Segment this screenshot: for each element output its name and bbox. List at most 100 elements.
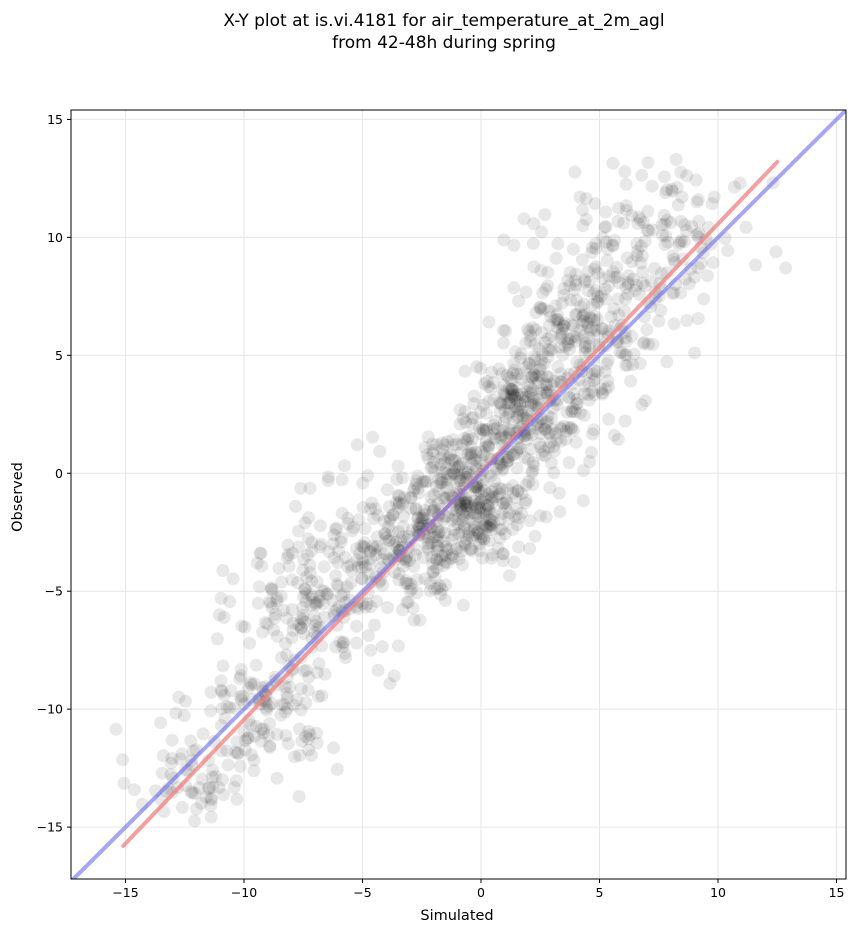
data-point-944 xyxy=(533,362,547,376)
data-point-353 xyxy=(364,600,378,614)
data-point-4 xyxy=(204,798,218,812)
x-tick-label-5: 10 xyxy=(710,885,726,900)
data-point-1198 xyxy=(538,208,552,222)
data-point-839 xyxy=(447,528,461,542)
data-point-223 xyxy=(329,640,343,654)
data-point-1313 xyxy=(562,338,575,352)
data-point-141 xyxy=(196,727,210,741)
data-point-183 xyxy=(265,583,279,597)
data-point-1281 xyxy=(618,348,632,362)
data-point-1174 xyxy=(589,372,602,386)
data-point-43 xyxy=(230,792,244,806)
data-point-1286 xyxy=(587,262,601,276)
data-point-937 xyxy=(494,396,508,410)
data-point-1460 xyxy=(586,298,600,312)
data-point-1256 xyxy=(587,373,601,387)
data-point-1321 xyxy=(540,378,554,392)
data-point-757 xyxy=(460,502,474,516)
data-point-943 xyxy=(536,347,550,361)
data-point-1027 xyxy=(523,357,536,371)
data-point-1055 xyxy=(586,427,600,441)
plot-frame xyxy=(70,109,847,880)
data-point-938 xyxy=(511,402,525,416)
data-point-385 xyxy=(430,561,444,575)
data-point-707 xyxy=(415,511,429,525)
data-point-643 xyxy=(497,496,511,510)
data-point-640 xyxy=(467,453,481,467)
data-point-1371 xyxy=(566,319,580,333)
data-point-812 xyxy=(473,456,487,470)
data-point-726 xyxy=(506,479,520,493)
data-point-1364 xyxy=(590,294,604,308)
data-point-1334 xyxy=(591,266,605,280)
data-point-1489 xyxy=(617,216,631,230)
data-point-740 xyxy=(501,482,515,496)
data-point-872 xyxy=(570,397,584,411)
data-point-747 xyxy=(482,519,496,533)
data-point-793 xyxy=(473,501,487,515)
data-point-788 xyxy=(447,465,461,479)
data-point-708 xyxy=(438,438,452,452)
data-point-187 xyxy=(336,640,350,654)
data-point-165 xyxy=(247,764,261,778)
data-point-683 xyxy=(452,527,466,541)
data-point-36 xyxy=(109,722,123,736)
data-point-762 xyxy=(495,522,509,536)
data-point-9 xyxy=(208,770,222,783)
data-point-743 xyxy=(430,438,444,452)
data-point-1197 xyxy=(626,358,640,372)
data-point-738 xyxy=(404,502,418,516)
data-point-288 xyxy=(217,611,231,624)
data-point-985 xyxy=(507,357,521,370)
data-point-906 xyxy=(461,432,475,446)
data-point-177 xyxy=(238,743,252,757)
data-point-1075 xyxy=(539,510,553,524)
data-point-98 xyxy=(330,762,344,776)
data-point-1332 xyxy=(564,318,578,331)
data-point-1375 xyxy=(581,387,595,401)
data-point-132 xyxy=(230,735,244,749)
data-point-716 xyxy=(425,460,439,474)
data-point-620 xyxy=(474,445,488,459)
data-point-902 xyxy=(545,411,559,425)
data-point-1025 xyxy=(485,365,498,379)
data-point-1426 xyxy=(619,177,633,191)
data-point-678 xyxy=(479,503,493,516)
data-point-794 xyxy=(474,506,488,520)
data-point-168 xyxy=(154,716,168,730)
data-point-447 xyxy=(381,520,395,534)
data-point-1309 xyxy=(612,276,626,290)
data-point-1017 xyxy=(497,387,511,401)
data-point-1235 xyxy=(557,282,571,296)
data-point-188 xyxy=(268,611,281,625)
data-point-1359 xyxy=(599,235,613,249)
data-point-541 xyxy=(493,487,507,501)
data-point-507 xyxy=(415,513,429,527)
data-point-899 xyxy=(519,478,533,492)
data-point-1484 xyxy=(608,233,621,247)
data-point-274 xyxy=(254,547,268,560)
data-point-1253 xyxy=(638,234,652,248)
data-point-459 xyxy=(454,545,468,558)
data-point-1081 xyxy=(453,403,467,417)
data-point-911 xyxy=(480,423,494,437)
data-point-630 xyxy=(464,457,478,471)
data-point-1207 xyxy=(588,364,602,378)
data-point-1067 xyxy=(495,464,509,477)
data-point-1335 xyxy=(568,165,582,179)
data-point-957 xyxy=(513,397,527,411)
data-point-364 xyxy=(413,613,427,627)
data-point-932 xyxy=(533,437,546,451)
data-point-302 xyxy=(304,598,318,612)
data-point-1352 xyxy=(558,316,572,330)
data-point-712 xyxy=(435,549,449,563)
data-point-773 xyxy=(464,500,478,514)
data-point-813 xyxy=(422,530,435,544)
data-point-131 xyxy=(248,729,262,743)
data-point-297 xyxy=(317,584,331,598)
data-point-1088 xyxy=(506,387,520,401)
data-point-775 xyxy=(434,451,448,465)
data-point-1010 xyxy=(557,419,571,433)
data-point-1416 xyxy=(675,234,688,248)
data-point-283 xyxy=(280,611,294,625)
